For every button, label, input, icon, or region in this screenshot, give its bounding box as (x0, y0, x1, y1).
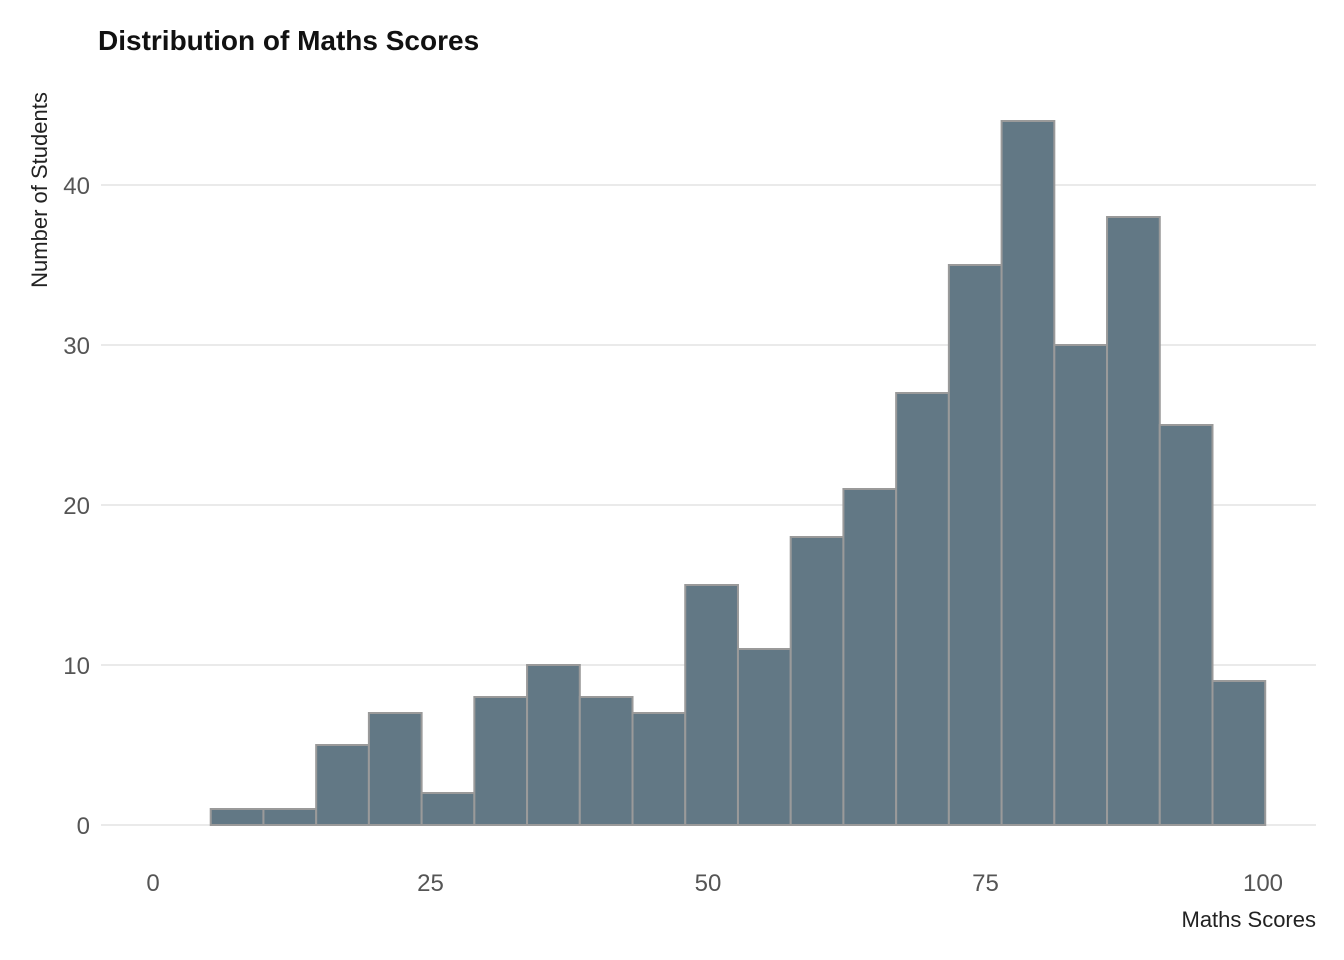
histogram-bar-6 (526, 664, 581, 826)
y-tick-label-4: 40 (63, 173, 90, 200)
x-tick-label-0: 0 (146, 870, 159, 897)
y-tick-label-1: 10 (63, 653, 90, 680)
histogram-bar-17 (1106, 216, 1161, 826)
chart-title: Distribution of Maths Scores (98, 25, 479, 56)
histogram-bar-1 (262, 808, 318, 826)
histogram-bar-12 (842, 488, 898, 826)
x-tick-label-4: 100 (1243, 870, 1283, 897)
histogram-bar-7 (578, 696, 634, 826)
histogram-bar-3 (367, 712, 423, 826)
y-axis-title: Number of Students (27, 92, 52, 288)
y-tick-label-2: 20 (63, 493, 90, 520)
histogram-bar-16 (1053, 344, 1109, 826)
histogram-bar-2 (315, 744, 370, 826)
x-axis-title: Maths Scores (1182, 907, 1317, 932)
histogram-bar-13 (895, 392, 950, 826)
histogram-bar-18 (1158, 424, 1214, 826)
y-tick-label-3: 30 (63, 333, 90, 360)
histogram-bar-19 (1211, 680, 1267, 826)
histogram-bar-9 (684, 584, 739, 826)
histogram-bar-10 (736, 648, 792, 826)
x-tick-label-3: 75 (972, 870, 999, 897)
y-tick-label-0: 0 (77, 813, 90, 840)
histogram-bar-11 (789, 536, 845, 826)
x-tick-labels: 0 25 50 75 100 (146, 870, 1283, 897)
bars (209, 120, 1267, 826)
x-tick-label-1: 25 (417, 870, 444, 897)
x-tick-label-2: 50 (695, 870, 722, 897)
histogram-bar-14 (947, 264, 1003, 826)
y-tick-labels: 0 10 20 30 40 (63, 173, 90, 840)
histogram-bar-5 (473, 696, 529, 826)
histogram-bar-0 (209, 808, 265, 826)
histogram-bar-15 (1000, 120, 1056, 826)
histogram-bar-4 (420, 792, 476, 826)
histogram-bar-8 (631, 712, 687, 826)
